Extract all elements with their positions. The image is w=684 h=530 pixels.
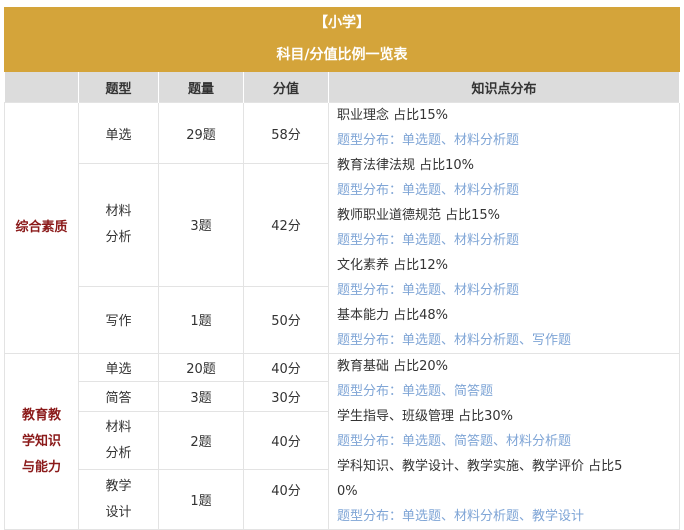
type-cell: 教学 设计 (78, 469, 159, 530)
question-types: 题型分布：单选题、材料分析题 (337, 183, 520, 198)
type-line: 材料 (105, 419, 132, 435)
score-table: 题型 题量 分值 知识点分布 综合素质 单选 29题 58分 职业理念 占比15… (4, 72, 680, 530)
header-knowledge: 知识点分布 (328, 72, 680, 103)
knowledge-item: 教育法律法规 占比10% (337, 158, 475, 173)
count-cell: 3题 (158, 163, 244, 287)
type-cell: 材料 分析 (78, 411, 159, 470)
score-cell: 40分 (243, 469, 329, 530)
header-count: 题量 (158, 72, 244, 103)
count-cell: 1题 (158, 469, 244, 530)
question-types: 题型分布：单选题、简答题 (337, 384, 494, 399)
knowledge-item: 文化素养 占比12% (337, 258, 449, 273)
knowledge-item: 教育基础 占比20% (337, 359, 449, 374)
category-line: 学知识 (21, 433, 61, 449)
type-line: 材料 (105, 203, 132, 219)
type-cell: 简答 (78, 381, 159, 412)
header-type: 题型 (78, 72, 159, 103)
knowledge-item-cont: 0% (337, 484, 358, 499)
title-subject: 科目/分值比例一览表 (276, 47, 408, 63)
title-level: 【小学】 (314, 15, 370, 31)
count-cell: 2题 (158, 411, 244, 470)
knowledge-cell: 教育基础 占比20% 题型分布：单选题、简答题 学生指导、班级管理 占比30% … (328, 353, 680, 530)
header-category (4, 72, 79, 103)
table-row: 写作 1题 50分 (5, 285, 680, 355)
count-cell: 29题 (158, 101, 244, 165)
category-line: 教育教 (21, 407, 61, 423)
question-types: 题型分布：单选题、材料分析题 (337, 283, 520, 298)
category-cell: 综合素质 (4, 102, 79, 354)
knowledge-item: 基本能力 占比48% (337, 308, 449, 323)
question-types: 题型分布：单选题、简答题、材料分析题 (337, 434, 572, 449)
category-line: 与能力 (21, 459, 61, 475)
score-cell: 40分 (243, 411, 329, 470)
knowledge-item: 教师职业道德规范 占比15% (337, 208, 501, 223)
header-row: 题型 题量 分值 知识点分布 (4, 72, 680, 103)
count-cell: 3题 (158, 381, 244, 412)
type-line: 分析 (105, 445, 132, 461)
table-row: 教学设计 1题 40分 (5, 469, 680, 530)
category-cell: 教育教 学知识 与能力 (4, 353, 79, 530)
type-cell: 材料 分析 (78, 163, 159, 287)
table-title: 【小学】 科目/分值比例一览表 (4, 7, 680, 72)
score-cell: 42分 (243, 163, 329, 287)
type-cell: 单选 (78, 101, 159, 165)
score-cell: 30分 (243, 381, 329, 412)
score-cell: 50分 (243, 285, 329, 355)
question-types: 题型分布：单选题、材料分析题 (337, 133, 520, 148)
score-cell: 58分 (243, 101, 329, 165)
type-cell: 写作 (78, 285, 159, 355)
question-types: 题型分布：单选题、材料分析题、教学设计 (337, 509, 585, 524)
score-cell: 40分 (243, 353, 329, 382)
header-score: 分值 (243, 72, 329, 103)
count-cell: 20题 (158, 353, 244, 382)
question-types: 题型分布：单选题、材料分析题、写作题 (337, 333, 572, 348)
knowledge-cell: 职业理念 占比15% 题型分布：单选题、材料分析题 教育法律法规 占比10% 题… (328, 102, 680, 354)
knowledge-item: 职业理念 占比15% (337, 108, 449, 123)
type-line: 分析 (105, 229, 132, 245)
type-line: 教学 (105, 478, 132, 494)
count-cell: 1题 (158, 285, 244, 355)
table-row: 教育教 学知识 与能力 单选 20题 40分 教育基础 占比20% 题型分布：单… (4, 353, 680, 530)
question-types: 题型分布：单选题、材料分析题 (337, 233, 520, 248)
knowledge-item: 学生指导、班级管理 占比30% (337, 409, 514, 424)
score-table-container: 【小学】 科目/分值比例一览表 题型 题量 分值 知识点分布 综合素质 单选 2… (4, 7, 680, 530)
table-row: 综合素质 单选 29题 58分 职业理念 占比15% 题型分布：单选题、材料分析… (4, 101, 680, 354)
knowledge-item: 学科知识、教学设计、教学实施、教学评价 占比5 (337, 459, 623, 474)
type-cell: 单选 (78, 353, 159, 382)
type-line: 设计 (105, 504, 132, 520)
table-row: 材料分析 3题 42分 (5, 163, 680, 287)
